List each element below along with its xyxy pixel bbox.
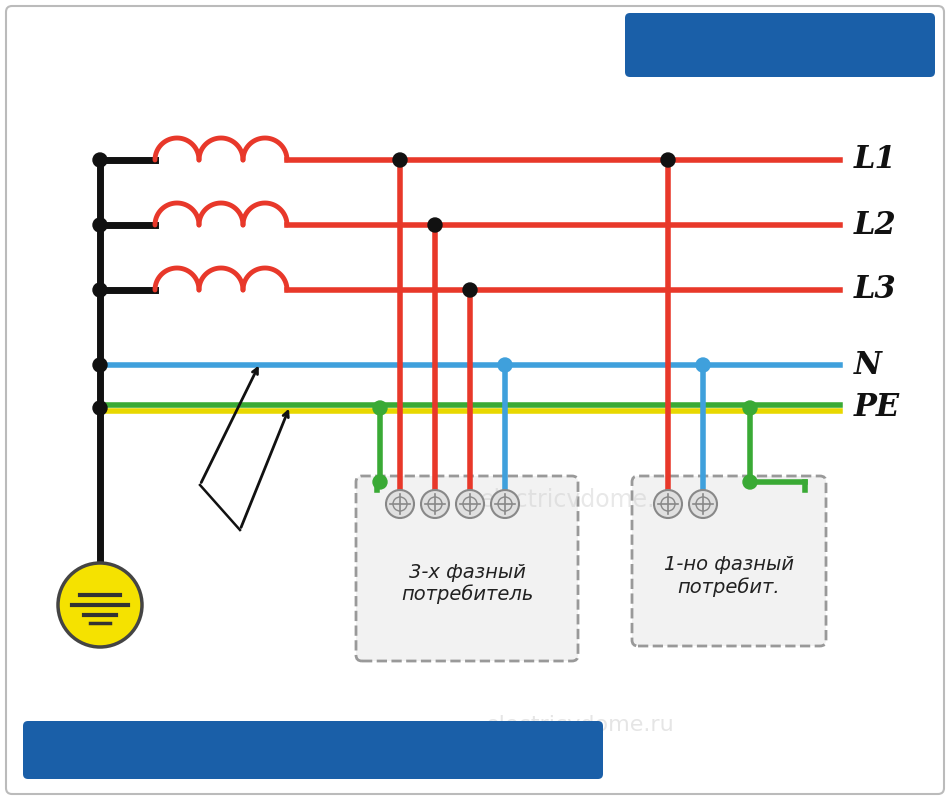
Circle shape [93, 401, 107, 415]
Text: N: N [854, 350, 882, 381]
Text: electricvdome.ru: electricvdome.ru [485, 715, 674, 735]
Circle shape [428, 218, 442, 232]
Circle shape [93, 358, 107, 372]
Circle shape [696, 358, 710, 372]
FancyBboxPatch shape [23, 721, 603, 779]
Text: electricvdome.ru: electricvdome.ru [480, 488, 680, 512]
Circle shape [689, 490, 717, 518]
Circle shape [654, 490, 682, 518]
Circle shape [421, 490, 449, 518]
FancyBboxPatch shape [625, 13, 935, 77]
Circle shape [661, 153, 675, 167]
Circle shape [93, 218, 107, 232]
Circle shape [58, 563, 142, 647]
Text: Система TN-S: Система TN-S [667, 31, 893, 59]
Circle shape [463, 283, 477, 297]
Circle shape [498, 358, 512, 372]
Text: L3: L3 [854, 274, 897, 306]
Circle shape [743, 475, 757, 489]
Text: L1: L1 [854, 145, 897, 175]
FancyBboxPatch shape [6, 6, 944, 794]
FancyBboxPatch shape [632, 476, 826, 646]
Circle shape [373, 401, 387, 415]
Circle shape [373, 475, 387, 489]
Circle shape [386, 490, 414, 518]
Text: PE: PE [854, 393, 901, 423]
Circle shape [93, 153, 107, 167]
Circle shape [743, 401, 757, 415]
Circle shape [393, 153, 407, 167]
Circle shape [491, 490, 519, 518]
Circle shape [456, 490, 484, 518]
Text: PE и N разделены от источника: PE и N разделены от источника [121, 740, 505, 760]
Text: 3-х фазный
потребитель: 3-х фазный потребитель [401, 562, 533, 605]
FancyBboxPatch shape [356, 476, 578, 661]
Text: L2: L2 [854, 210, 897, 241]
Circle shape [93, 283, 107, 297]
Text: 1-но фазный
потребит.: 1-но фазный потребит. [664, 555, 794, 597]
